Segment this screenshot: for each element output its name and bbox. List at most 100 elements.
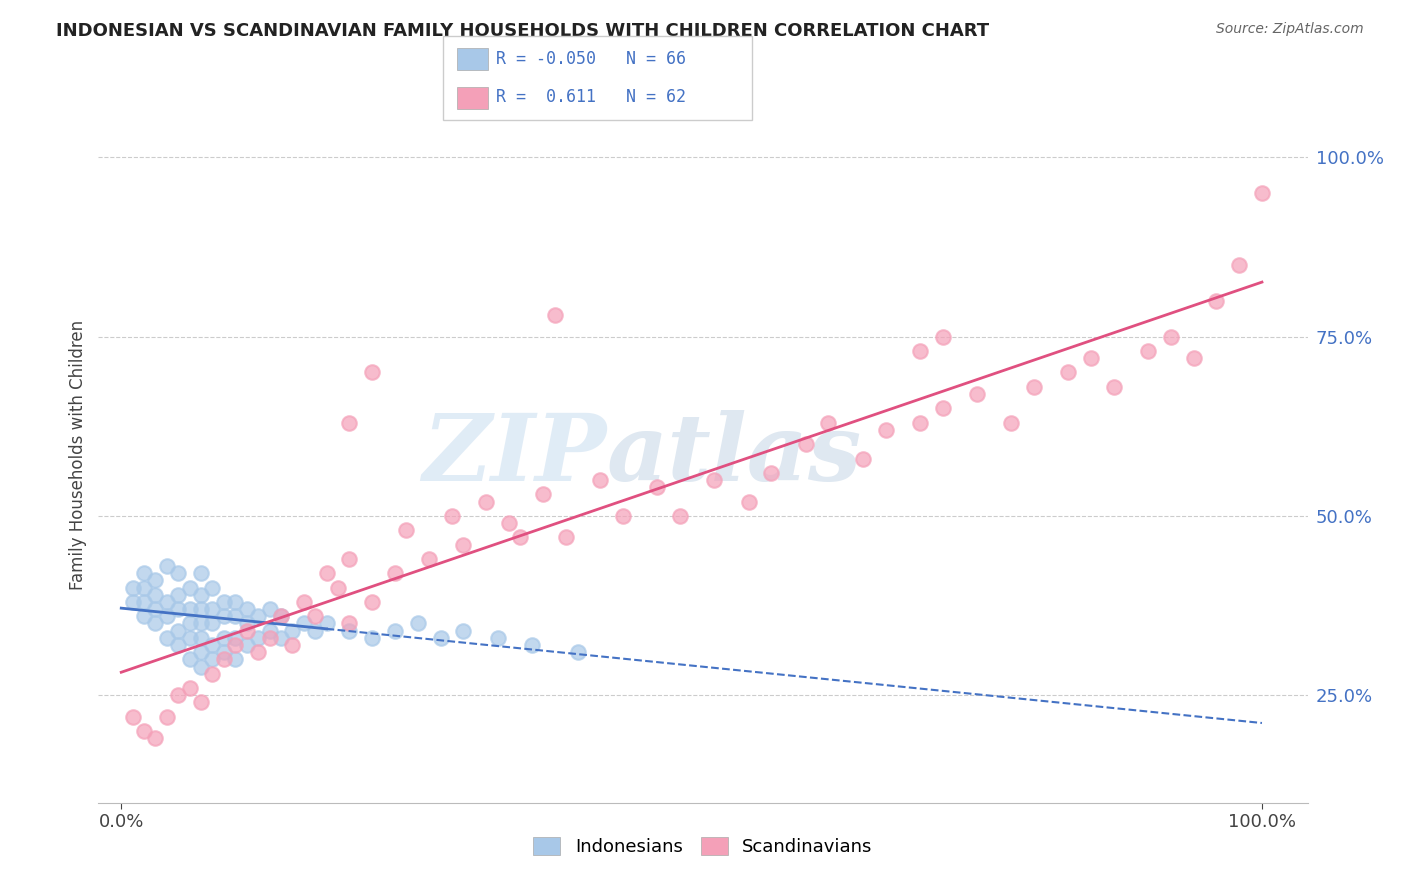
Point <box>179 652 201 666</box>
Point <box>235 638 257 652</box>
Point <box>156 609 179 624</box>
Point <box>1022 380 1045 394</box>
Point <box>224 595 246 609</box>
Point <box>337 416 360 430</box>
Point <box>1227 258 1250 272</box>
Point <box>703 473 725 487</box>
Point <box>156 710 179 724</box>
Point <box>453 624 475 638</box>
Point <box>247 645 270 659</box>
Point <box>167 566 190 581</box>
Point <box>145 731 167 746</box>
Point <box>1057 366 1080 380</box>
Point <box>224 631 246 645</box>
Point <box>190 631 212 645</box>
Point <box>555 530 578 544</box>
Point <box>1251 186 1274 200</box>
Point <box>337 624 360 638</box>
Point <box>167 638 190 652</box>
Point <box>224 652 246 666</box>
Point <box>201 581 224 595</box>
Point <box>224 638 246 652</box>
Point <box>201 638 224 652</box>
Point <box>212 652 235 666</box>
Point <box>441 508 464 523</box>
Point <box>224 609 246 624</box>
Point <box>852 451 875 466</box>
Point <box>179 602 201 616</box>
Point <box>589 473 612 487</box>
Point <box>247 609 270 624</box>
Point <box>315 616 337 631</box>
Point <box>212 609 235 624</box>
Point <box>384 566 406 581</box>
Point <box>132 724 155 739</box>
Point <box>235 616 257 631</box>
Point <box>270 631 292 645</box>
Point <box>875 423 897 437</box>
Point <box>156 631 179 645</box>
Point <box>531 487 554 501</box>
Point <box>281 638 304 652</box>
Point <box>1000 416 1022 430</box>
Point <box>167 624 190 638</box>
Point <box>270 609 292 624</box>
Point <box>201 602 224 616</box>
Point <box>145 602 167 616</box>
Point <box>520 638 543 652</box>
Point <box>612 508 634 523</box>
Y-axis label: Family Households with Children: Family Households with Children <box>69 320 87 590</box>
Point <box>337 552 360 566</box>
Point <box>132 566 155 581</box>
Text: R =  0.611   N = 62: R = 0.611 N = 62 <box>496 88 686 106</box>
Point <box>486 631 509 645</box>
Point <box>361 366 384 380</box>
Point <box>1160 329 1182 343</box>
Text: atlas: atlas <box>606 410 862 500</box>
Point <box>190 588 212 602</box>
Point <box>235 602 257 616</box>
Point <box>145 588 167 602</box>
Point <box>669 508 692 523</box>
Point <box>121 581 143 595</box>
Point <box>292 595 315 609</box>
Point <box>1182 351 1205 365</box>
Point <box>647 480 669 494</box>
Point <box>121 710 143 724</box>
Point <box>145 616 167 631</box>
Point <box>406 616 429 631</box>
Legend: Indonesians, Scandinavians: Indonesians, Scandinavians <box>526 830 880 863</box>
Point <box>190 602 212 616</box>
Point <box>475 494 498 508</box>
Point <box>498 516 520 530</box>
Text: ZIP: ZIP <box>422 410 606 500</box>
Point <box>395 523 418 537</box>
Point <box>315 566 337 581</box>
Point <box>212 631 235 645</box>
Point <box>453 538 475 552</box>
Point <box>337 616 360 631</box>
Point <box>259 602 281 616</box>
Point <box>179 681 201 695</box>
Point <box>509 530 531 544</box>
Point <box>190 566 212 581</box>
Point <box>259 624 281 638</box>
Point <box>132 581 155 595</box>
Point <box>794 437 817 451</box>
Point <box>190 695 212 709</box>
Point <box>429 631 451 645</box>
Point <box>567 645 589 659</box>
Text: R = -0.050   N = 66: R = -0.050 N = 66 <box>496 50 686 68</box>
Point <box>167 602 190 616</box>
Point <box>1205 293 1227 308</box>
Point <box>212 645 235 659</box>
Point <box>304 624 326 638</box>
Text: INDONESIAN VS SCANDINAVIAN FAMILY HOUSEHOLDS WITH CHILDREN CORRELATION CHART: INDONESIAN VS SCANDINAVIAN FAMILY HOUSEH… <box>56 22 990 40</box>
Point <box>304 609 326 624</box>
Point <box>201 652 224 666</box>
Point <box>544 308 567 322</box>
Point <box>931 329 953 343</box>
Point <box>1102 380 1125 394</box>
Point <box>418 552 440 566</box>
Point <box>270 609 292 624</box>
